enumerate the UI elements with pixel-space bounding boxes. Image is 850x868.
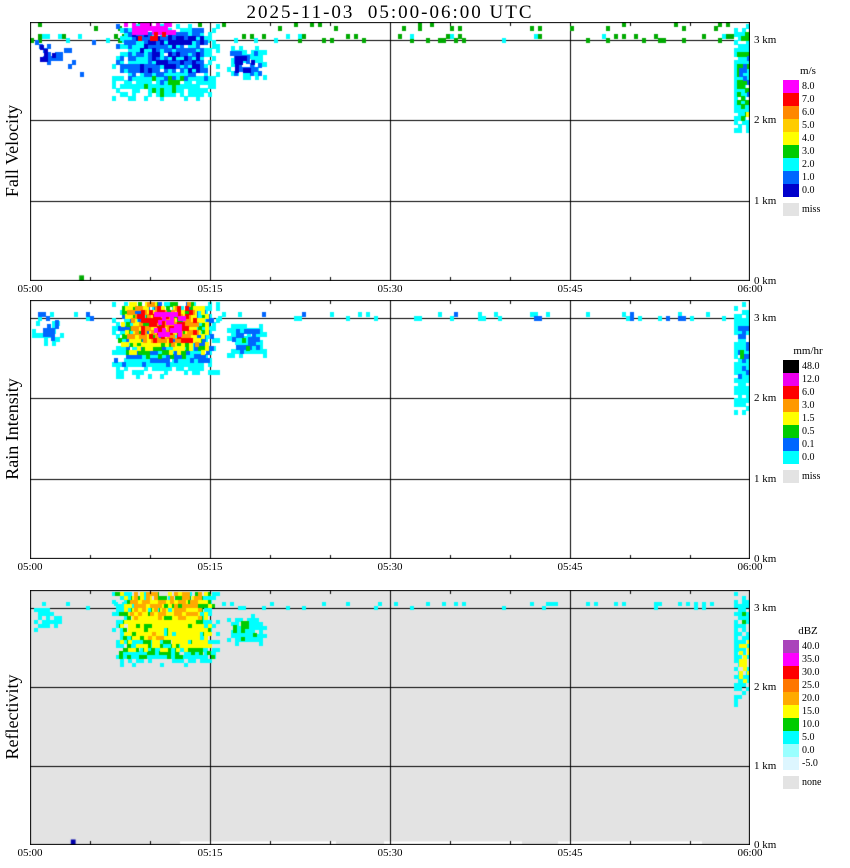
reflectivity-legend-swatch-10.0 bbox=[783, 718, 799, 731]
rain-intensity-legend-title: mm/hr bbox=[793, 345, 823, 357]
fall-velocity-km-label-3: 3 km bbox=[754, 34, 777, 46]
reflectivity-legend-swatch-20.0 bbox=[783, 692, 799, 705]
fall-velocity-legend-swatch-5.0 bbox=[783, 119, 799, 132]
fall-velocity-km-label-2: 2 km bbox=[754, 114, 777, 126]
reflectivity-legend-title: dBZ bbox=[798, 625, 818, 637]
reflectivity-legend-label-3: 25.0 bbox=[802, 680, 820, 691]
fall-velocity-x-tick-2: 05:30 bbox=[377, 283, 403, 295]
reflectivity-legend-label-4: 20.0 bbox=[802, 693, 820, 704]
rain-intensity-x-tick-4: 06:00 bbox=[737, 561, 763, 573]
fall-velocity-legend-label-missing: miss bbox=[802, 204, 821, 215]
reflectivity-legend-swatch-35.0 bbox=[783, 653, 799, 666]
fall-velocity-legend-swatch-4.0 bbox=[783, 132, 799, 145]
ylabel-fall-velocity: Fall Velocity bbox=[2, 104, 22, 198]
rain-intensity-km-label-0: 0 km bbox=[754, 553, 777, 565]
reflectivity-legend-label-7: 5.0 bbox=[802, 732, 815, 743]
fall-velocity-legend-label-3: 5.0 bbox=[802, 120, 815, 131]
rain-intensity-x-tick-0: 05:00 bbox=[17, 561, 43, 573]
fall-velocity-legend-label-5: 3.0 bbox=[802, 146, 815, 157]
fall-velocity-legend-title: m/s bbox=[800, 65, 816, 77]
fall-velocity-legend-label-4: 4.0 bbox=[802, 133, 815, 144]
rain-intensity-legend-swatch-1.5 bbox=[783, 412, 799, 425]
fall-velocity-legend-swatch-6.0 bbox=[783, 106, 799, 119]
fall-velocity-km-label-1: 1 km bbox=[754, 195, 777, 207]
rain-intensity-km-label-3: 3 km bbox=[754, 312, 777, 324]
reflectivity-legend-swatch-5.0 bbox=[783, 731, 799, 744]
rain-intensity-legend-swatch-0.5 bbox=[783, 425, 799, 438]
rain-intensity-km-label-1: 1 km bbox=[754, 473, 777, 485]
fall-velocity-legend-swatch-7.0 bbox=[783, 93, 799, 106]
rain-intensity-heatmap bbox=[30, 300, 750, 559]
rain-intensity-x-tick-1: 05:15 bbox=[197, 561, 223, 573]
reflectivity-km-label-3: 3 km bbox=[754, 602, 777, 614]
reflectivity-x-tick-4: 06:00 bbox=[737, 847, 763, 859]
ylabel-rain-intensity: Rain Intensity bbox=[2, 378, 22, 480]
rain-intensity-legend-label-missing: miss bbox=[802, 471, 821, 482]
reflectivity-x-tick-1: 05:15 bbox=[197, 847, 223, 859]
fall-velocity-legend-label-1: 7.0 bbox=[802, 94, 815, 105]
reflectivity-legend-label-9: -5.0 bbox=[802, 758, 818, 769]
reflectivity-legend-swatch-30.0 bbox=[783, 666, 799, 679]
reflectivity-heatmap bbox=[30, 590, 750, 845]
figure-title: 2025-11-03 05:00-06:00 UTC bbox=[246, 2, 534, 23]
reflectivity-legend-swatch-15.0 bbox=[783, 705, 799, 718]
fall-velocity-legend-swatch-0.0 bbox=[783, 184, 799, 197]
rain-intensity-legend-swatch-48.0 bbox=[783, 360, 799, 373]
reflectivity-legend-swatch-missing bbox=[783, 776, 799, 789]
fall-velocity-legend-swatch-8.0 bbox=[783, 80, 799, 93]
rain-intensity-legend-label-6: 0.1 bbox=[802, 439, 815, 450]
rain-intensity-legend-swatch-0.0 bbox=[783, 451, 799, 464]
fall-velocity-x-tick-0: 05:00 bbox=[17, 283, 43, 295]
rain-intensity-legend-label-7: 0.0 bbox=[802, 452, 815, 463]
fall-velocity-x-tick-3: 05:45 bbox=[557, 283, 583, 295]
rain-intensity-km-label-2: 2 km bbox=[754, 392, 777, 404]
reflectivity-legend-swatch--5.0 bbox=[783, 757, 799, 770]
rain-intensity-legend-label-3: 3.0 bbox=[802, 400, 815, 411]
fall-velocity-x-tick-1: 05:15 bbox=[197, 283, 223, 295]
rain-intensity-legend-label-4: 1.5 bbox=[802, 413, 815, 424]
rain-intensity-legend-label-1: 12.0 bbox=[802, 374, 820, 385]
rain-intensity-legend-swatch-12.0 bbox=[783, 373, 799, 386]
rain-intensity-x-tick-3: 05:45 bbox=[557, 561, 583, 573]
reflectivity-legend-swatch-25.0 bbox=[783, 679, 799, 692]
fall-velocity-heatmap bbox=[30, 22, 750, 281]
reflectivity-legend-label-8: 0.0 bbox=[802, 745, 815, 756]
fall-velocity-legend-swatch-missing bbox=[783, 203, 799, 216]
rain-intensity-x-tick-2: 05:30 bbox=[377, 561, 403, 573]
rain-intensity-legend-label-2: 6.0 bbox=[802, 387, 815, 398]
ylabel-reflectivity: Reflectivity bbox=[2, 674, 22, 760]
rain-intensity-legend-swatch-6.0 bbox=[783, 386, 799, 399]
reflectivity-legend-label-5: 15.0 bbox=[802, 706, 820, 717]
reflectivity-km-label-2: 2 km bbox=[754, 681, 777, 693]
rain-intensity-legend-swatch-0.1 bbox=[783, 438, 799, 451]
rain-intensity-legend-label-5: 0.5 bbox=[802, 426, 815, 437]
rain-intensity-legend-swatch-missing bbox=[783, 470, 799, 483]
fall-velocity-legend-swatch-1.0 bbox=[783, 171, 799, 184]
fall-velocity-legend-label-7: 1.0 bbox=[802, 172, 815, 183]
reflectivity-legend-label-1: 35.0 bbox=[802, 654, 820, 665]
reflectivity-km-label-1: 1 km bbox=[754, 760, 777, 772]
reflectivity-legend-label-2: 30.0 bbox=[802, 667, 820, 678]
fall-velocity-km-label-0: 0 km bbox=[754, 275, 777, 287]
reflectivity-x-tick-0: 05:00 bbox=[17, 847, 43, 859]
fall-velocity-legend-swatch-2.0 bbox=[783, 158, 799, 171]
reflectivity-legend-swatch-0.0 bbox=[783, 744, 799, 757]
fall-velocity-legend-label-2: 6.0 bbox=[802, 107, 815, 118]
reflectivity-legend-label-6: 10.0 bbox=[802, 719, 820, 730]
fall-velocity-legend-label-6: 2.0 bbox=[802, 159, 815, 170]
fall-velocity-legend-swatch-3.0 bbox=[783, 145, 799, 158]
fall-velocity-legend-label-8: 0.0 bbox=[802, 185, 815, 196]
reflectivity-x-tick-2: 05:30 bbox=[377, 847, 403, 859]
fall-velocity-x-tick-4: 06:00 bbox=[737, 283, 763, 295]
reflectivity-km-label-0: 0 km bbox=[754, 839, 777, 851]
rain-intensity-legend-label-0: 48.0 bbox=[802, 361, 820, 372]
rain-intensity-legend-swatch-3.0 bbox=[783, 399, 799, 412]
reflectivity-legend-label-0: 40.0 bbox=[802, 641, 820, 652]
fall-velocity-legend-label-0: 8.0 bbox=[802, 81, 815, 92]
reflectivity-legend-label-missing: none bbox=[802, 777, 822, 788]
reflectivity-x-tick-3: 05:45 bbox=[557, 847, 583, 859]
reflectivity-legend-swatch-40.0 bbox=[783, 640, 799, 653]
